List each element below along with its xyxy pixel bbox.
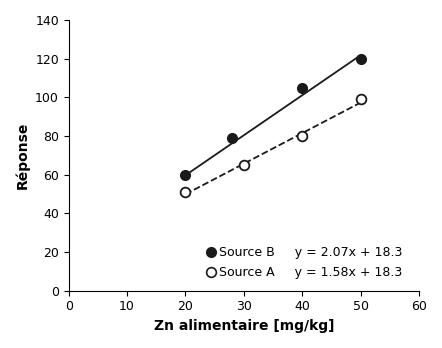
Point	[357, 96, 364, 102]
Legend: Source B     y = 2.07x + 18.3, Source A     y = 1.58x + 18.3: Source B y = 2.07x + 18.3, Source A y = …	[211, 246, 402, 279]
Point	[299, 133, 306, 139]
Point	[240, 162, 248, 168]
Point	[182, 189, 189, 195]
Y-axis label: Réponse: Réponse	[15, 122, 30, 189]
Point	[357, 56, 364, 62]
X-axis label: Zn alimentaire [mg/kg]: Zn alimentaire [mg/kg]	[154, 319, 334, 333]
Point	[182, 172, 189, 177]
Point	[229, 135, 236, 141]
Point	[299, 85, 306, 90]
